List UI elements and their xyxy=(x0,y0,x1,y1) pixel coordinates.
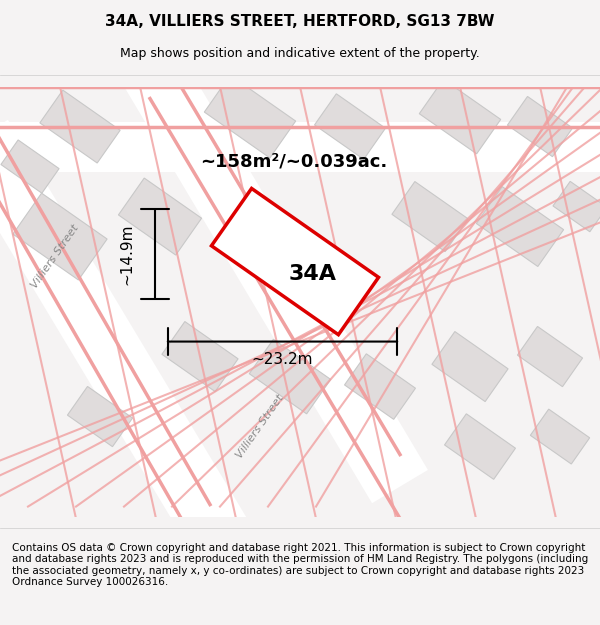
Polygon shape xyxy=(419,79,501,154)
Polygon shape xyxy=(553,181,600,232)
Polygon shape xyxy=(118,178,202,255)
Polygon shape xyxy=(67,386,133,447)
Polygon shape xyxy=(517,326,583,387)
Polygon shape xyxy=(162,321,238,392)
Polygon shape xyxy=(392,181,468,252)
Text: ~158m²/~0.039ac.: ~158m²/~0.039ac. xyxy=(200,152,387,171)
Polygon shape xyxy=(249,339,331,414)
Polygon shape xyxy=(122,50,428,503)
Polygon shape xyxy=(211,189,379,334)
Polygon shape xyxy=(0,121,600,171)
Polygon shape xyxy=(445,414,515,479)
Polygon shape xyxy=(13,193,107,280)
Text: 34A: 34A xyxy=(289,264,337,284)
Polygon shape xyxy=(476,187,563,266)
Text: Villiers Street: Villiers Street xyxy=(29,223,80,290)
Polygon shape xyxy=(432,331,508,402)
Text: 34A, VILLIERS STREET, HERTFORD, SG13 7BW: 34A, VILLIERS STREET, HERTFORD, SG13 7BW xyxy=(105,14,495,29)
Text: Villiers Street: Villiers Street xyxy=(235,393,286,460)
Polygon shape xyxy=(0,120,248,553)
Polygon shape xyxy=(314,94,385,159)
Polygon shape xyxy=(1,140,59,193)
Polygon shape xyxy=(344,354,415,419)
Polygon shape xyxy=(40,90,120,163)
Text: Map shows position and indicative extent of the property.: Map shows position and indicative extent… xyxy=(120,48,480,61)
Polygon shape xyxy=(508,96,572,157)
Text: ~14.9m: ~14.9m xyxy=(119,223,134,285)
Polygon shape xyxy=(530,409,590,464)
Polygon shape xyxy=(205,75,296,158)
Text: Contains OS data © Crown copyright and database right 2021. This information is : Contains OS data © Crown copyright and d… xyxy=(12,542,588,588)
Text: ~23.2m: ~23.2m xyxy=(252,352,313,367)
